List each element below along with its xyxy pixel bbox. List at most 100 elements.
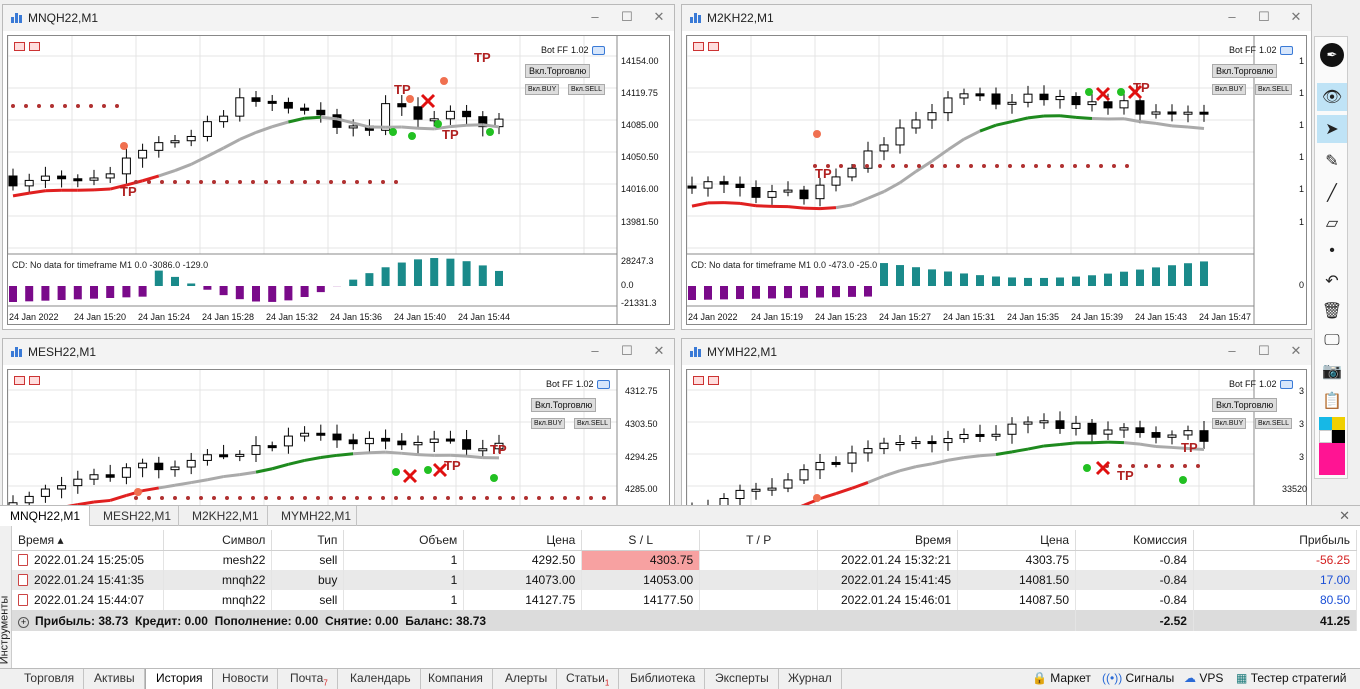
enable-buy-button[interactable]: Вкл.BUY (1212, 84, 1246, 95)
maximize-icon[interactable]: ☐ (620, 344, 634, 358)
column-header[interactable]: Цена (958, 530, 1076, 550)
enable-trading-button[interactable]: Вкл.Торговлю (531, 398, 596, 412)
tab-articles[interactable]: Статьи1 (556, 669, 619, 689)
chart-titlebar[interactable]: MNQH22,M1 –☐✕ (3, 5, 674, 31)
column-header[interactable]: Время (818, 530, 958, 550)
candle-body (976, 94, 984, 96)
table-row[interactable]: 2022.01.24 15:41:35 mnqh22 buy 1 14073.0… (12, 570, 1357, 590)
minimize-icon[interactable]: – (1225, 10, 1239, 24)
column-header[interactable]: T / P (700, 530, 818, 550)
level-dot (420, 496, 424, 500)
cursor-icon[interactable]: ➤ (1317, 115, 1347, 143)
candle-body (446, 111, 454, 118)
close-icon[interactable]: ✕ (1289, 344, 1303, 358)
signals-link[interactable]: ((•)) Сигналы (1102, 671, 1174, 685)
chart-titlebar[interactable]: M2KH22,M1 –☐✕ (682, 5, 1311, 31)
tab-journal[interactable]: Журнал (778, 669, 842, 689)
tab-library[interactable]: Библиотека (620, 669, 705, 689)
enable-buy-button[interactable]: Вкл.BUY (1212, 418, 1246, 429)
table-row[interactable]: 2022.01.24 15:25:05 mesh22 sell 1 4292.5… (12, 550, 1357, 570)
close-panel-icon[interactable]: ✕ (1339, 508, 1350, 524)
column-header[interactable]: Комиссия (1076, 530, 1194, 550)
candle-body (333, 434, 341, 440)
enable-sell-button[interactable]: Вкл.SELL (1255, 84, 1292, 95)
clipboard-icon[interactable]: 📋 (1317, 387, 1347, 415)
monitor-icon[interactable]: 🖵 (1317, 327, 1347, 355)
column-header[interactable]: Объем (344, 530, 464, 550)
maximize-icon[interactable]: ☐ (620, 10, 634, 24)
chart-tab[interactable]: M2KH22,M1 (179, 506, 268, 526)
column-header[interactable]: Цена (464, 530, 582, 550)
maximize-icon[interactable]: ☐ (1257, 344, 1271, 358)
close-icon[interactable]: ✕ (1289, 10, 1303, 24)
entry-dot (434, 120, 442, 128)
undo-icon[interactable]: ↶ (1317, 267, 1347, 295)
close-icon[interactable]: ✕ (652, 344, 666, 358)
eye-icon[interactable]: 👁 (1317, 83, 1347, 111)
close-icon[interactable]: ✕ (652, 10, 666, 24)
tab-alerts[interactable]: Алерты (495, 669, 557, 689)
level-dot (225, 496, 229, 500)
tab-company[interactable]: Компания (418, 669, 493, 689)
minimize-icon[interactable]: – (588, 344, 602, 358)
histogram-bar (187, 283, 195, 286)
enable-trading-button[interactable]: Вкл.Торговлю (1212, 64, 1277, 78)
column-header[interactable]: Тип (272, 530, 344, 550)
cell-close-time: 2022.01.24 15:32:21 (818, 550, 958, 570)
table-row[interactable]: 2022.01.24 15:44:07 mnqh22 sell 1 14127.… (12, 590, 1357, 610)
enable-trading-button[interactable]: Вкл.Торговлю (1212, 398, 1277, 412)
moving-average-segment (1188, 127, 1204, 128)
dot-icon[interactable]: • (1317, 237, 1347, 265)
column-header[interactable]: Прибыль (1193, 530, 1356, 550)
tab-assets[interactable]: Активы (84, 669, 145, 689)
maximize-icon[interactable]: ☐ (1257, 10, 1271, 24)
enable-sell-button[interactable]: Вкл.SELL (1255, 418, 1292, 429)
marker-icon[interactable]: ✎ (1317, 147, 1347, 175)
cell-symbol: mnqh22 (164, 570, 272, 590)
expand-icon[interactable]: + (18, 617, 29, 628)
chart-titlebar[interactable]: MYMH22,M1 –☐✕ (682, 339, 1311, 365)
chart-titlebar[interactable]: MESH22,M1 –☐✕ (3, 339, 674, 365)
strategy-tester-link[interactable]: ▦ Тестер стратегий (1236, 671, 1346, 685)
tab-experts[interactable]: Эксперты (705, 669, 779, 689)
market-link[interactable]: 🔒 Маркет (1032, 671, 1091, 685)
color-palette-icon[interactable] (1319, 417, 1345, 475)
enable-trading-button[interactable]: Вкл.Торговлю (525, 64, 590, 78)
level-dot (303, 496, 307, 500)
enable-buy-button[interactable]: Вкл.BUY (531, 418, 565, 429)
enable-sell-button[interactable]: Вкл.SELL (568, 84, 605, 95)
minimize-icon[interactable]: – (1225, 344, 1239, 358)
column-header-time[interactable]: Время ▴ (12, 530, 164, 550)
column-header[interactable]: S / L (582, 530, 700, 550)
line-icon[interactable]: ╱ (1317, 179, 1347, 207)
tab-trade[interactable]: Торговля (14, 669, 84, 689)
mail-count-badge: 7 (323, 678, 327, 687)
tab-history[interactable]: История (145, 669, 213, 689)
tab-news[interactable]: Новости (212, 669, 278, 689)
minimize-icon[interactable]: – (588, 10, 602, 24)
enable-sell-button[interactable]: Вкл.SELL (574, 418, 611, 429)
tab-calendar[interactable]: Календарь (340, 669, 421, 689)
tab-mail[interactable]: Почта7 (280, 669, 338, 689)
cell-profit: -56.25 (1193, 550, 1356, 570)
trash-icon[interactable]: 🗑 (1317, 297, 1347, 325)
chart-tab[interactable]: MNQH22,M1 (0, 506, 90, 526)
chart-tab[interactable]: MYMH22,M1 (268, 506, 357, 526)
chart-tab[interactable]: MESH22,M1 (90, 506, 179, 526)
column-header[interactable]: Символ (164, 530, 272, 550)
level-dot (511, 496, 515, 500)
pen-icon[interactable]: ✒ (1317, 41, 1347, 69)
vps-link[interactable]: ☁ VPS (1184, 671, 1223, 685)
camera-icon[interactable]: 📷 (1317, 357, 1347, 385)
enable-buy-button[interactable]: Вкл.BUY (525, 84, 559, 95)
level-dot (524, 496, 528, 500)
eraser-icon[interactable]: ▱ (1317, 209, 1347, 237)
